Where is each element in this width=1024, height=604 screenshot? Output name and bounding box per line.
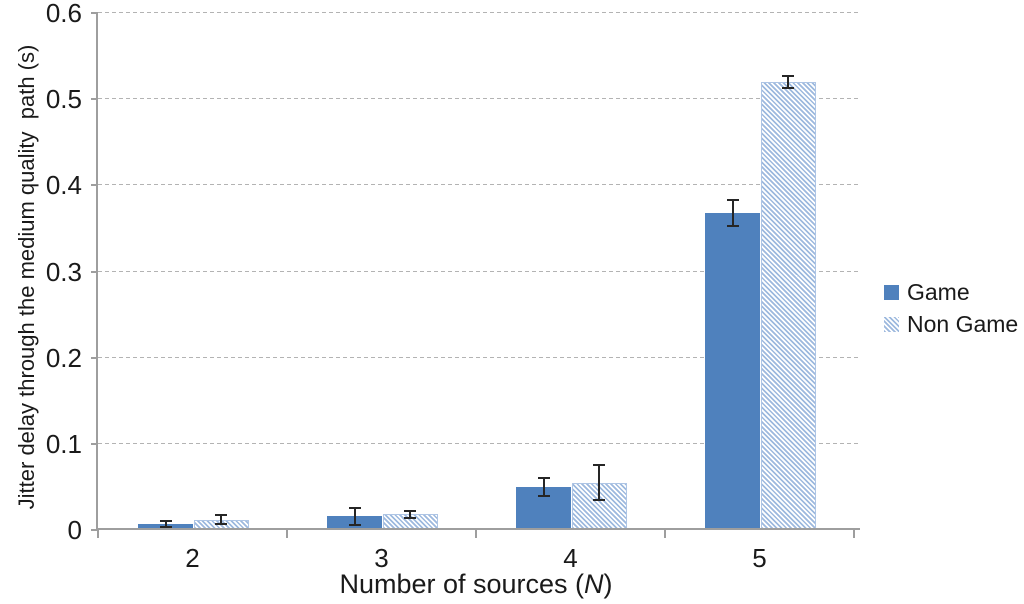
y-tick-mark [91,442,98,445]
error-bar-game-n4 [542,478,545,496]
error-bar-non-game-n2 [219,515,222,524]
legend-item-non-game: Non Game [884,310,1019,337]
x-category-label: 2 [185,543,200,573]
error-bar-cap [403,517,416,519]
y-tick-mark [91,270,98,273]
legend-label-non-game: Non Game [907,310,1019,337]
bar-non-game-n5 [760,82,816,530]
error-bar-cap [348,524,361,526]
y-tick-label: 0.2 [45,342,82,373]
x-tick-mark [286,530,288,538]
y-tick-label: 0.3 [45,256,82,287]
error-bar-cap [537,477,550,479]
y-tick-label: 0 [67,515,82,545]
y-tick-mark [91,184,98,187]
bar-non-game-n3 [382,514,438,530]
error-bar-cap [726,199,739,201]
y-tick-label: 0.4 [45,170,82,201]
error-bar-non-game-n5 [786,76,789,88]
y-tick-mark [91,356,98,359]
error-bar-cap [781,87,794,89]
error-bar-non-game-n3 [408,511,411,518]
bar-game-n5 [704,213,760,530]
x-tick-mark [853,530,855,538]
y-gridline [98,12,858,14]
error-bar-non-game-n4 [597,465,600,500]
y-axis-line [96,13,98,530]
error-bar-cap [403,510,416,512]
error-bar-cap [159,520,172,522]
y-tick-mark [91,98,98,101]
y-gridline [98,442,858,445]
error-bar-cap [726,225,739,227]
x-category-label: 4 [563,543,578,573]
error-bar-cap [214,523,227,525]
x-category-label: 3 [374,543,389,573]
error-bar-game-n2 [164,521,167,527]
x-category-label: 5 [752,543,767,573]
error-bar-cap [537,495,550,497]
y-gridline [98,270,858,273]
x-axis-title-suffix: ) [603,569,613,599]
y-tick-label: 0.5 [45,84,82,115]
error-bar-cap [592,464,605,466]
y-gridline [98,184,858,187]
error-bar-cap [781,75,794,77]
x-axis-line [96,528,860,530]
x-tick-mark [475,530,477,538]
y-tick-mark [91,529,98,531]
x-tick-mark [97,530,99,538]
x-tick-mark [664,530,666,538]
y-gridline [98,356,858,359]
non-game-series-swatch-icon [884,316,899,332]
y-gridline [98,98,858,101]
error-bar-cap [214,514,227,516]
error-bar-cap [348,507,361,509]
x-axis-title-text: Number of sources ( [339,569,585,599]
x-axis-title: Number of sources (N) [98,569,854,600]
error-bar-cap [592,499,605,501]
legend-label-game: Game [907,278,970,305]
bar-non-game-n4 [571,483,627,530]
error-bar-game-n3 [353,508,356,525]
error-bar-game-n5 [731,200,734,226]
game-series-swatch-icon [884,284,899,300]
y-tick-label: 0.1 [45,428,82,459]
legend: Game Non Game [884,278,1019,344]
y-tick-mark [91,12,98,14]
legend-item-game: Game [884,278,1018,305]
x-axis-title-italic-n: N [584,569,604,599]
error-bar-cap [159,526,172,528]
y-tick-label: 0.6 [45,0,82,28]
